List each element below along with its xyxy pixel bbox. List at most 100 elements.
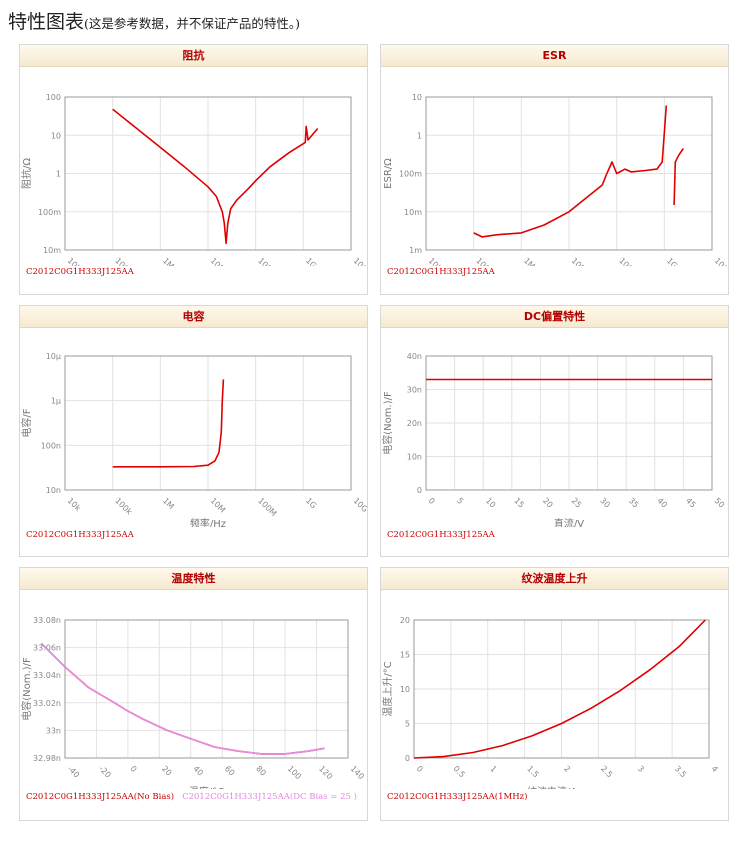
y-tick-label: 0	[405, 754, 410, 763]
y-axis-label: 电容(Nom.)/F	[20, 657, 33, 721]
x-tick-label: 0	[415, 764, 425, 774]
legend-entry: C2012C0G1H333J125AA	[26, 530, 134, 540]
chart-svg-impedance: 10k100k1M10M100M1G10G10m100m110100频率/Hz阻…	[20, 93, 367, 266]
y-axis-label: 阻抗/Ω	[20, 158, 33, 189]
x-tick-label: 100k	[474, 256, 495, 266]
y-tick-label: 33.04n	[33, 671, 61, 680]
x-axis-label: 温度/°C	[189, 785, 224, 789]
y-tick-label: 10m	[43, 246, 61, 255]
x-tick-label: 30	[598, 496, 612, 510]
x-tick-label: 1G	[304, 496, 318, 510]
x-tick-label: 1.5	[525, 764, 540, 779]
series-line-0	[473, 105, 668, 238]
x-tick-label: 10k	[66, 256, 83, 266]
chart-legend: C2012C0G1H333J125AA(No Bias) C2012C0G1H33…	[26, 792, 365, 802]
chart-card-esr: ESR10k100k1M10M100M1G10G1m10m100m110频率/H…	[380, 44, 729, 295]
x-tick-label: 2	[562, 764, 572, 774]
y-tick-label: 10m	[404, 208, 422, 217]
x-tick-label: 10G	[352, 256, 367, 266]
x-tick-label: 4	[710, 764, 720, 774]
y-tick-label: 100	[46, 93, 61, 102]
chart-title: ESR	[381, 45, 728, 67]
x-tick-label: 120	[317, 764, 334, 781]
x-tick-label: 1M	[161, 256, 176, 266]
y-tick-label: 20n	[407, 419, 422, 428]
x-tick-label: 1	[488, 764, 498, 774]
y-axis-label: 电容(Nom.)/F	[381, 391, 394, 455]
x-tick-label: 10M	[209, 256, 228, 266]
y-tick-label: 33.02n	[33, 699, 61, 708]
x-tick-label: 100M	[256, 256, 278, 266]
chart-title: 电容	[20, 306, 367, 328]
y-tick-label: 1m	[409, 246, 422, 255]
y-tick-label: 0	[417, 486, 422, 495]
x-tick-label: 45	[684, 496, 698, 510]
y-tick-label: 100m	[38, 208, 61, 217]
x-tick-label: 40	[191, 764, 205, 778]
x-tick-label: 0	[128, 764, 138, 774]
y-tick-label: 10	[412, 93, 422, 102]
chart-card-dc-bias: DC偏置特性 0 5 10 15 20 25 30 35 40 45 50 0 10n 20n 30n 40n 直…	[380, 305, 729, 557]
chart-title: 阻抗	[20, 45, 367, 67]
y-tick-label: 100n	[41, 441, 61, 450]
y-tick-label: 10	[400, 685, 410, 694]
chart-title: 纹波温度上升	[381, 568, 728, 590]
chart-legend: C2012C0G1H333J125AA	[387, 267, 503, 277]
y-tick-label: 10	[51, 131, 61, 140]
page-title-main: 特性图表	[8, 11, 85, 33]
y-axis-label: 温度上升/°C	[381, 661, 394, 716]
x-tick-label: 0.5	[451, 764, 466, 779]
x-tick-label: 1G	[665, 256, 679, 266]
legend-entry: C2012C0G1H333J125AA(1MHz)	[387, 792, 528, 802]
chart-legend: C2012C0G1H333J125AA	[26, 267, 142, 277]
chart-card-impedance: 阻抗10k100k1M10M100M1G10G10m100m110100频率/H…	[19, 44, 368, 295]
x-tick-label: 10G	[352, 496, 367, 514]
y-tick-label: 32.98n	[33, 754, 61, 763]
chart-svg-ripple: 0 0.5 1 1.5 2 2.5 3 3.5 4 0 5 10 15 20 纹波电流/Arms 温度上升/°…	[381, 616, 720, 789]
x-tick-label: 1M	[161, 496, 176, 511]
x-tick-label: 20	[541, 496, 555, 510]
y-tick-label: 30n	[407, 386, 422, 395]
x-tick-label: 140	[349, 764, 366, 781]
chart-title: DC偏置特性	[381, 306, 728, 328]
series-line-0	[112, 108, 319, 245]
legend-entry: C2012C0G1H333J125AA	[26, 267, 134, 277]
series-line-1	[40, 642, 325, 755]
page-title-note: (这是参考数据，并不保证产品的特性。)	[84, 16, 301, 31]
x-tick-label: 40	[655, 496, 669, 510]
chart-legend: C2012C0G1H333J125AA	[26, 530, 142, 540]
chart-card-capacitance: 电容 10k 100k 1M 10M 100M 1G 10G 10n 100n 1μ 10μ 频率/Hz…	[19, 305, 368, 557]
chart-svg-esr: 10k100k1M10M100M1G10G1m10m100m110频率/HzES…	[383, 93, 728, 266]
legend-entry: C2012C0G1H333J125AA(No Bias)	[26, 792, 175, 802]
chart-svg-temperature: -40 -20 0 20 40 60 80 100 120 140 32.98n 33n 33.02n 3…	[20, 616, 366, 789]
plot-frame	[64, 96, 352, 251]
y-tick-label: 1μ	[51, 397, 61, 406]
x-tick-label: 1G	[304, 256, 318, 266]
page-title: 特性图表(这是参考数据，并不保证产品的特性。)	[8, 7, 300, 34]
x-tick-label: 3	[636, 764, 646, 774]
x-tick-label: 15	[512, 496, 526, 510]
series-line-1	[673, 148, 684, 206]
chart-svg-capacitance: 10k 100k 1M 10M 100M 1G 10G 10n 100n 1μ 10μ 频率/Hz 电容…	[20, 352, 367, 527]
y-tick-label: 10n	[46, 486, 61, 495]
chart-card-ripple: 纹波温度上升 0 0.5 1 1.5 2 2.5 3 3.5 4 0 5 10 15 20 纹波电流/Arms…	[380, 567, 729, 821]
x-tick-label: 100	[286, 764, 303, 781]
y-tick-label: 100m	[399, 170, 422, 179]
x-axis-label: 直流/V	[554, 517, 584, 527]
y-tick-label: 5	[405, 720, 410, 729]
y-tick-label: 20	[400, 616, 410, 625]
x-tick-label: 100k	[113, 256, 134, 266]
x-tick-label: 3.5	[673, 764, 688, 779]
x-tick-label: 80	[254, 764, 268, 778]
y-tick-label: 33n	[46, 726, 61, 735]
y-tick-label: 10μ	[46, 352, 61, 361]
x-tick-label: -40	[66, 764, 82, 780]
y-axis-label: 电容/F	[20, 408, 33, 437]
x-axis-label: 频率/Hz	[190, 517, 226, 527]
x-tick-label: 10G	[713, 256, 728, 266]
chart-legend: C2012C0G1H333J125AA	[387, 530, 503, 540]
legend-entry: C2012C0G1H333J125AA(DC Bias = 25 )	[182, 792, 357, 802]
plot-frame	[425, 355, 713, 491]
x-tick-label: 35	[627, 496, 641, 510]
x-tick-label: 60	[223, 764, 237, 778]
